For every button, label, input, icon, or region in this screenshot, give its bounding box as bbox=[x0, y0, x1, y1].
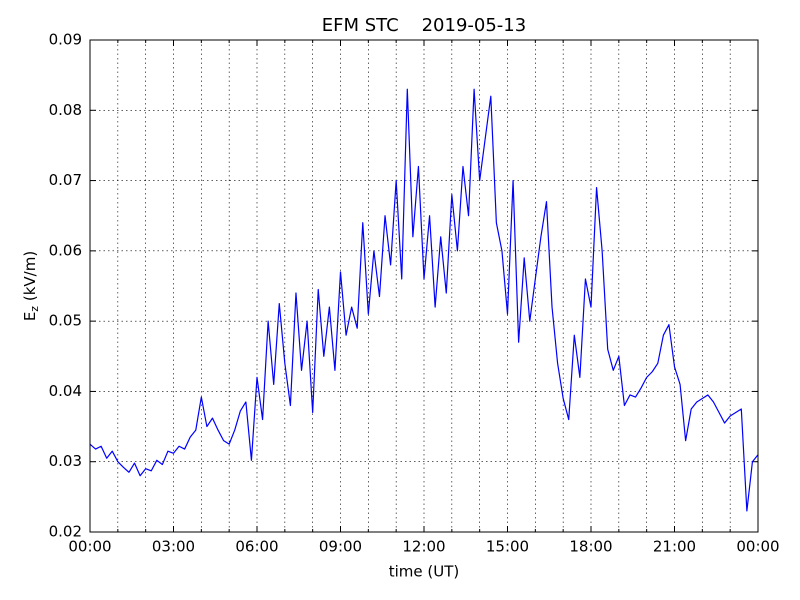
y-tick-label: 0.05 bbox=[49, 312, 82, 330]
x-tick-label: 06:00 bbox=[235, 538, 278, 556]
x-tick-label: 12:00 bbox=[402, 538, 445, 556]
y-axis-label: Ez (kV/m) bbox=[21, 251, 42, 321]
y-tick-label: 0.02 bbox=[49, 523, 82, 541]
y-tick-label: 0.07 bbox=[49, 171, 82, 189]
y-tick-label: 0.03 bbox=[49, 452, 82, 470]
x-tick-label: 09:00 bbox=[319, 538, 362, 556]
x-tick-label: 21:00 bbox=[653, 538, 696, 556]
x-tick-label: 00:00 bbox=[68, 538, 111, 556]
x-axis-label: time (UT) bbox=[389, 563, 460, 581]
y-tick-label: 0.08 bbox=[49, 101, 82, 119]
x-tick-label: 00:00 bbox=[736, 538, 779, 556]
y-tick-label: 0.09 bbox=[49, 31, 82, 49]
y-label-unit: (kV/m) bbox=[21, 251, 39, 306]
y-tick-label: 0.06 bbox=[49, 241, 82, 259]
y-label-main: E bbox=[21, 312, 39, 321]
x-tick-label: 03:00 bbox=[152, 538, 195, 556]
chart-title: EFM STC 2019-05-13 bbox=[322, 15, 526, 36]
x-tick-label: 15:00 bbox=[486, 538, 529, 556]
y-label-sub: z bbox=[28, 306, 41, 312]
x-tick-label: 18:00 bbox=[569, 538, 612, 556]
data-line bbox=[89, 88, 759, 512]
plot-frame bbox=[89, 39, 759, 533]
y-tick-label: 0.04 bbox=[49, 382, 82, 400]
